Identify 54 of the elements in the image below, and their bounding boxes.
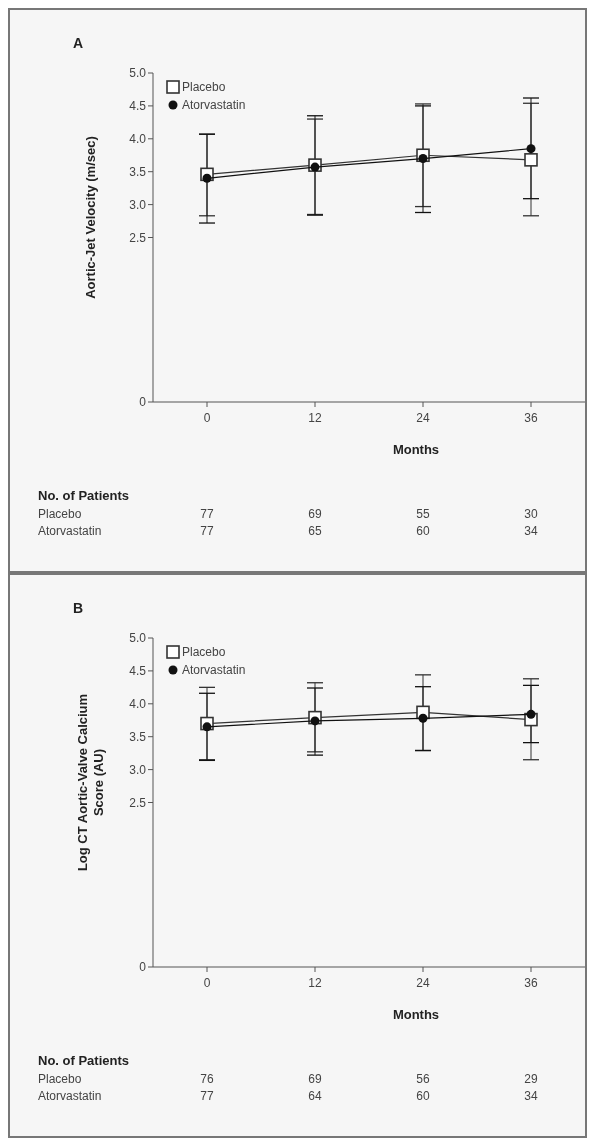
y-tick-label: 4.0 bbox=[129, 132, 147, 146]
legend-label: Atorvastatin bbox=[182, 663, 246, 678]
text: Atorvastatin bbox=[38, 524, 102, 538]
y-tick-label: 3.0 bbox=[129, 197, 147, 212]
text: Placebo bbox=[38, 1072, 82, 1086]
text: 77 bbox=[200, 507, 214, 521]
x-tick-label: 0 bbox=[203, 411, 211, 425]
y-tick-label: 2.5 bbox=[129, 230, 147, 245]
x-tick-label: 0 bbox=[203, 976, 211, 990]
y-tick-label: 5.0 bbox=[129, 66, 147, 81]
x-tick-label: 36 bbox=[524, 976, 538, 990]
x-tick-label: 24 bbox=[416, 976, 430, 990]
chart-title: A bbox=[73, 35, 84, 51]
y-tick-label: 3.0 bbox=[129, 762, 147, 777]
x-tick-label: 36 bbox=[524, 411, 538, 425]
x-tick-label: 24 bbox=[416, 411, 430, 425]
y-tick-label: 4.0 bbox=[129, 697, 147, 711]
text: 64 bbox=[308, 1089, 322, 1103]
text: 77 bbox=[200, 524, 214, 538]
y-tick-label: 0 bbox=[139, 960, 147, 975]
text: 77 bbox=[200, 1089, 214, 1103]
y-tick-label: 0 bbox=[139, 395, 147, 410]
x-tick-label: 12 bbox=[308, 411, 322, 425]
text: 69 bbox=[308, 507, 322, 521]
y-tick-label: 5.0 bbox=[129, 631, 147, 646]
text: 30 bbox=[524, 507, 538, 521]
text: No. of Patients bbox=[38, 488, 130, 503]
y-tick-label: 3.5 bbox=[129, 729, 147, 744]
text: No. of Patients bbox=[38, 1053, 130, 1068]
y-tick-label: 4.5 bbox=[129, 99, 147, 114]
x-tick-label: 12 bbox=[308, 976, 322, 990]
text: 29 bbox=[524, 1072, 538, 1086]
legend-label: Placebo bbox=[182, 80, 226, 95]
chart-title: B bbox=[73, 600, 84, 616]
text: 56 bbox=[416, 1072, 430, 1086]
text: 69 bbox=[308, 1072, 322, 1086]
text: 76 bbox=[200, 1072, 214, 1086]
y-tick-label: 3.5 bbox=[129, 164, 147, 179]
y-axis-title: Log CT Aortic-Valve Calcium Score (AU) bbox=[75, 693, 106, 872]
text: 34 bbox=[524, 1089, 538, 1103]
y-tick-label: 2.5 bbox=[129, 795, 147, 810]
x-axis-title: Months bbox=[392, 442, 440, 457]
text: Placebo bbox=[38, 507, 82, 521]
text: Atorvastatin bbox=[38, 1089, 102, 1103]
text: 60 bbox=[416, 1089, 430, 1103]
text: 34 bbox=[524, 524, 538, 538]
x-axis-title: Months bbox=[392, 1007, 440, 1022]
legend-label: Atorvastatin bbox=[182, 98, 246, 113]
y-axis-title: Aortic-Jet Velocity (m/sec) bbox=[83, 136, 98, 299]
text: 60 bbox=[416, 524, 430, 538]
legend-label: Placebo bbox=[182, 645, 226, 660]
y-tick-label: 4.5 bbox=[129, 664, 147, 679]
text: 65 bbox=[308, 524, 322, 538]
text: 55 bbox=[416, 507, 430, 521]
